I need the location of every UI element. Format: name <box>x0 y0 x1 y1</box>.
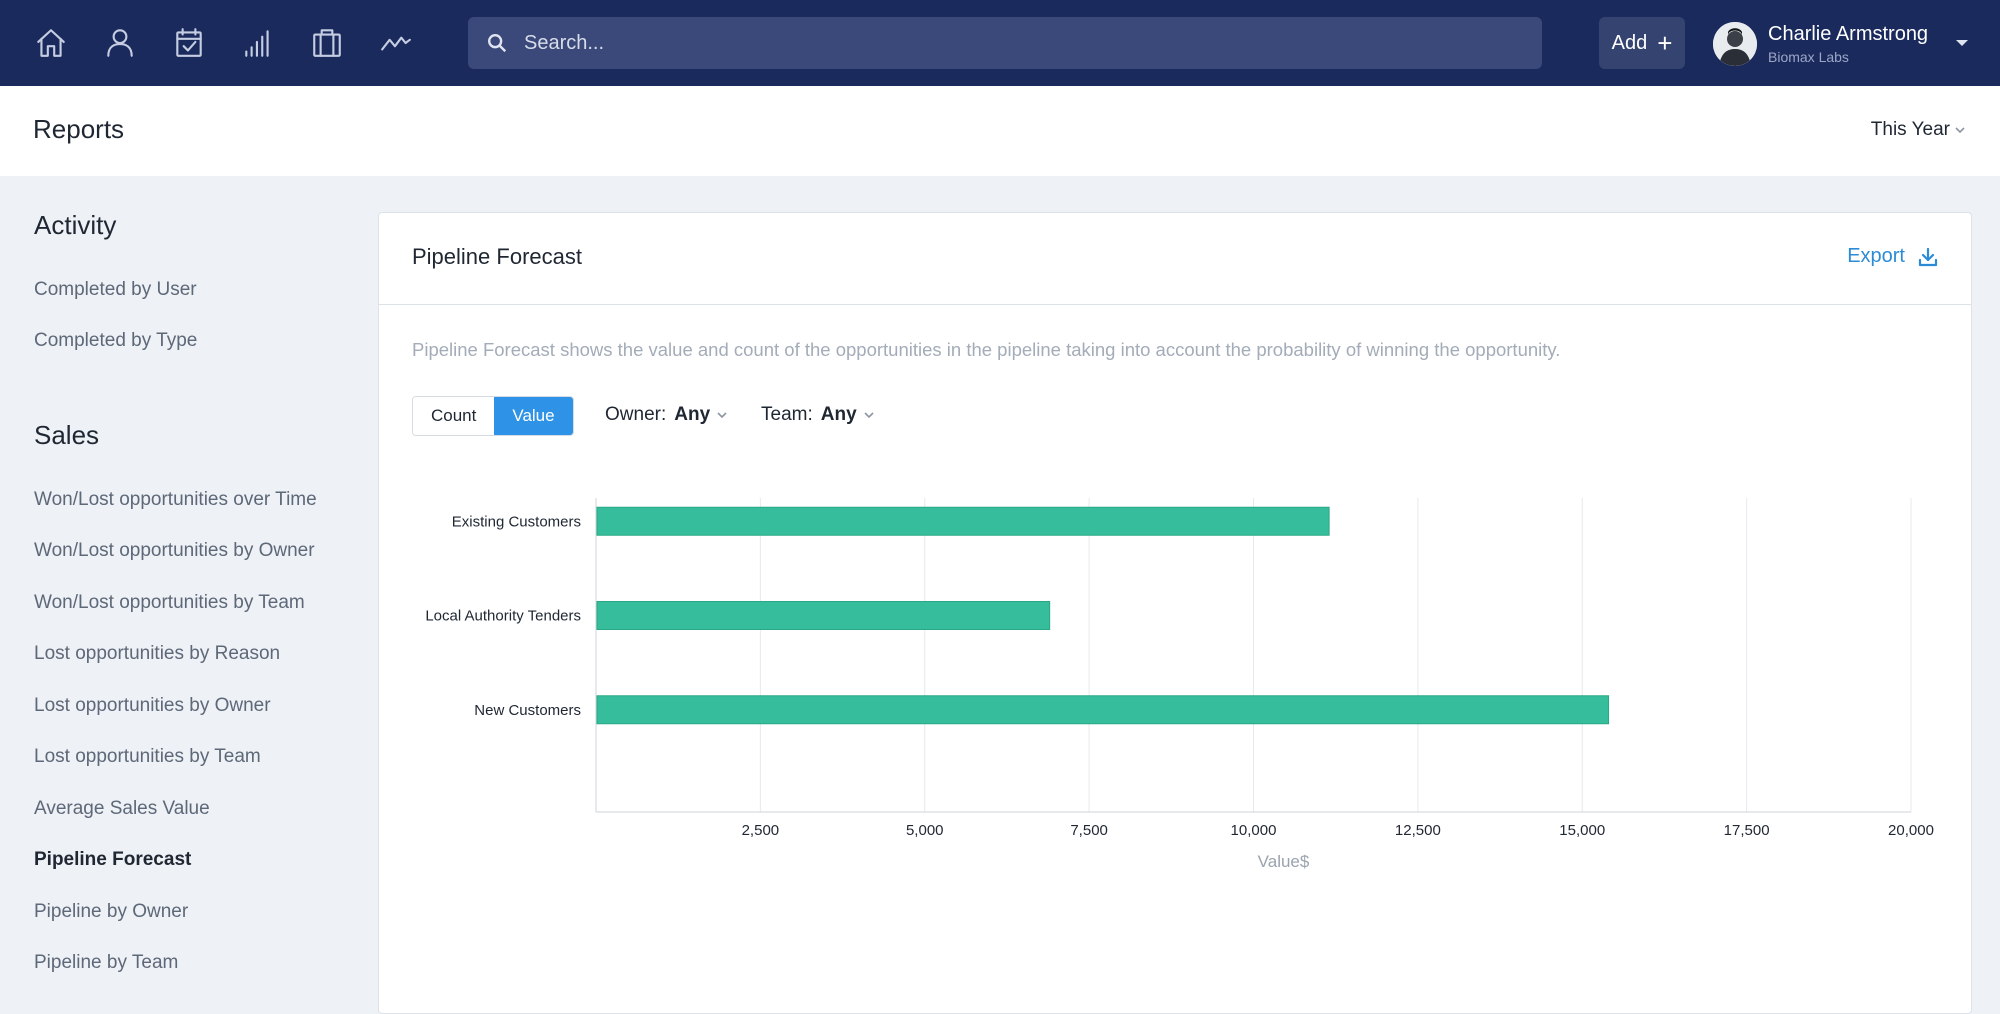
bar <box>596 601 1051 630</box>
avatar-image <box>1713 22 1757 66</box>
user-info: Charlie Armstrong Biomax Labs <box>1768 22 1928 66</box>
report-title: Pipeline Forecast <box>412 244 582 269</box>
home-icon[interactable] <box>32 24 70 62</box>
search-bar[interactable] <box>468 17 1542 69</box>
team-filter-label: Team: <box>761 404 813 425</box>
chevron-down-icon <box>1955 127 1965 134</box>
x-tick-label: 5,000 <box>906 822 944 839</box>
x-tick-label: 10,000 <box>1231 822 1277 839</box>
count-toggle-button[interactable]: Count <box>413 397 495 435</box>
team-filter[interactable]: Team: Any <box>761 404 875 426</box>
x-tick-label: 17,500 <box>1724 822 1770 839</box>
count-value-toggle: Count Value <box>412 396 574 436</box>
sidebar-item-completed-by-type[interactable]: Completed by Type <box>34 330 198 351</box>
sidebar-item-completed-by-user[interactable]: Completed by User <box>34 279 197 300</box>
export-label: Export <box>1847 245 1905 267</box>
sidebar-item-won-lost-by-owner[interactable]: Won/Lost opportunities by Owner <box>34 540 315 561</box>
sidebar-item-pipeline-by-owner[interactable]: Pipeline by Owner <box>34 901 189 922</box>
x-axis-title: Value$ <box>1258 852 1310 871</box>
period-label: This Year <box>1870 119 1950 140</box>
sidebar-item-won-lost-over-time[interactable]: Won/Lost opportunities over Time <box>34 489 317 510</box>
briefcase-icon[interactable] <box>308 24 346 62</box>
calendar-icon[interactable] <box>170 24 208 62</box>
user-name: Charlie Armstrong <box>1768 23 1929 45</box>
page-title: Reports <box>33 114 125 144</box>
period-selector[interactable]: This Year <box>1871 119 1966 141</box>
chevron-down-icon <box>864 412 874 419</box>
page-header: Reports This Year <box>0 86 2000 176</box>
report-card: Pipeline Forecast Export Pipeline Foreca… <box>378 212 1972 1014</box>
owner-filter-value: Any <box>674 404 711 425</box>
x-tick-label: 12,500 <box>1395 822 1441 839</box>
x-tick-label: 15,000 <box>1559 822 1605 839</box>
search-icon <box>486 32 508 54</box>
bar <box>596 506 1330 536</box>
nav-icon-group <box>32 24 446 62</box>
category-label: New Customers <box>474 702 581 719</box>
report-card-header: Pipeline Forecast Export <box>379 213 1971 305</box>
sidebar-item-won-lost-by-team[interactable]: Won/Lost opportunities by Team <box>34 592 305 613</box>
sidebar-heading-sales: Sales <box>34 420 100 450</box>
x-tick-label: 7,500 <box>1070 822 1108 839</box>
sidebar-heading-activity: Activity <box>34 210 117 240</box>
category-label: Local Authority Tenders <box>425 608 581 625</box>
owner-filter[interactable]: Owner: Any <box>605 404 728 426</box>
pipeline-forecast-chart: 2,500 5,000 7,500 10,000 12,500 15,000 17,500 2… <box>425 498 1934 871</box>
x-tick-label: 20,000 <box>1888 822 1934 839</box>
export-button[interactable]: Export <box>1847 245 1939 268</box>
avatar <box>1713 22 1757 66</box>
signal-bars-icon[interactable] <box>239 24 277 62</box>
activity-icon[interactable] <box>377 24 415 62</box>
report-description: Pipeline Forecast shows the value and co… <box>412 339 1561 360</box>
sidebar-item-average-sales-value[interactable]: Average Sales Value <box>34 798 210 819</box>
caret-down-icon[interactable] <box>1954 35 1970 51</box>
download-icon <box>1918 247 1938 266</box>
plus-icon: + <box>1657 28 1673 58</box>
bar <box>596 695 1610 725</box>
chevron-down-icon <box>717 412 727 419</box>
add-button[interactable]: Add + <box>1599 17 1685 69</box>
search-input[interactable] <box>522 30 1526 56</box>
owner-filter-label: Owner: <box>605 404 667 425</box>
team-filter-value: Any <box>820 404 857 425</box>
category-label: Existing Customers <box>452 513 581 530</box>
sidebar-item-pipeline-by-team[interactable]: Pipeline by Team <box>34 952 179 973</box>
sidebar-item-lost-by-reason[interactable]: Lost opportunities by Reason <box>34 643 281 664</box>
sidebar-item-lost-by-team[interactable]: Lost opportunities by Team <box>34 746 261 767</box>
user-organization: Biomax Labs <box>1768 49 1849 65</box>
sidebar-item-lost-by-owner[interactable]: Lost opportunities by Owner <box>34 695 271 716</box>
x-tick-label: 2,500 <box>742 822 780 839</box>
top-navigation-bar: Add + Charlie Armstrong Biomax Labs <box>0 0 2000 86</box>
add-button-label: Add <box>1611 31 1648 54</box>
user-icon[interactable] <box>101 24 139 62</box>
user-menu[interactable]: Charlie Armstrong Biomax Labs <box>1713 18 1968 70</box>
value-toggle-button[interactable]: Value <box>494 397 573 435</box>
sidebar-item-pipeline-forecast[interactable]: Pipeline Forecast <box>34 849 192 870</box>
